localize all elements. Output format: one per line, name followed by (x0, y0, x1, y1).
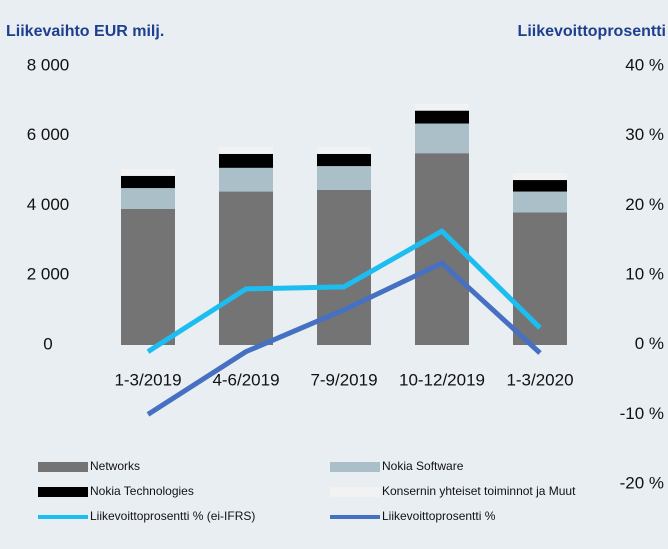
y-tick-label: 2 000 (27, 265, 70, 284)
legend-swatch (330, 487, 380, 497)
bar-segment (415, 123, 469, 154)
legend-swatch (330, 462, 380, 472)
y-tick-label: 4 000 (27, 195, 70, 214)
line (146, 228, 542, 354)
x-tick-label: 1-3/2020 (506, 370, 573, 389)
bar-segment (121, 168, 175, 176)
bar-segment (317, 166, 371, 190)
y-tick-label: 8 000 (27, 55, 70, 74)
bar-segment (513, 180, 567, 192)
y2-tick-label: 40 % (625, 55, 664, 74)
y2-tick-label: -10 % (620, 404, 664, 423)
bar-segment (219, 153, 273, 168)
y2-tick-label: 0 % (635, 334, 664, 353)
x-tick-label: 7-9/2019 (310, 370, 377, 389)
legend-label: Liikevoittoprosentti % (ei-IFRS) (90, 509, 255, 523)
legend-label: Liikevoittoprosentti % (382, 509, 496, 523)
bar-segment (121, 175, 175, 189)
bar-segment (415, 110, 469, 124)
bar-segment (121, 188, 175, 209)
y-tick-label: 0 (43, 334, 52, 353)
y-tick-label: 6 000 (27, 125, 70, 144)
x-tick-label: 1-3/2019 (114, 370, 181, 389)
bar-segment (317, 189, 371, 345)
x-tick-label: 4-6/2019 (212, 370, 279, 389)
y2-tick-label: 30 % (625, 125, 664, 144)
y2-axis-title: Liikevoittoprosentti (518, 23, 666, 40)
bar-segment (219, 167, 273, 192)
legend-swatch (38, 462, 88, 472)
bar-segment (513, 173, 567, 181)
legend-label: Nokia Software (382, 459, 464, 473)
y2-tick-label: 20 % (625, 195, 664, 214)
bar-segment (317, 153, 371, 167)
legend-label: Konsernin yhteiset toiminnot ja Muut (382, 484, 576, 498)
bar-segment (317, 146, 371, 154)
y2-tick-label: -20 % (620, 473, 664, 492)
y-axis-title: Liikevaihto EUR milj. (6, 23, 164, 40)
bar-segment (415, 103, 469, 111)
x-tick-label: 10-12/2019 (399, 370, 485, 389)
bar-segment (121, 208, 175, 345)
bar-segment (219, 146, 273, 154)
y2-tick-label: 10 % (625, 264, 664, 283)
bar-segment (219, 191, 273, 345)
line (146, 260, 542, 417)
legend-label: Networks (90, 459, 140, 473)
legend-label: Nokia Technologies (90, 484, 194, 498)
bar-segment (513, 212, 567, 345)
bar-segment (513, 191, 567, 213)
legend-swatch (38, 487, 88, 497)
